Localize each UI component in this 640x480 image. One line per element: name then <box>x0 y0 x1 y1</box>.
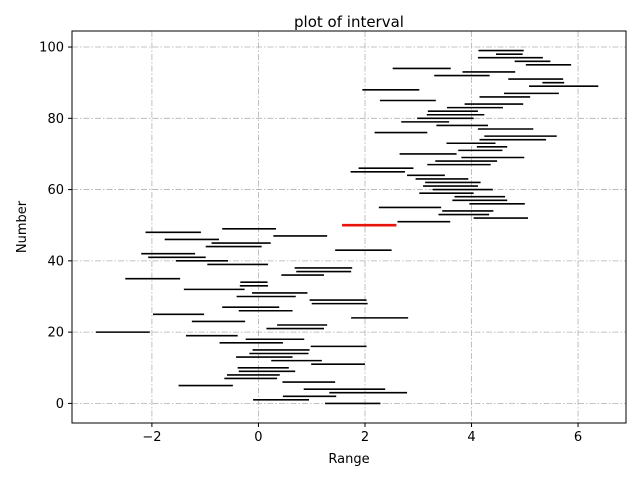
x-tick-label: 6 <box>574 430 582 445</box>
x-tick-label: −2 <box>142 430 161 445</box>
y-tick-label: 0 <box>56 397 64 412</box>
y-tick-label: 100 <box>39 41 64 56</box>
y-tick-label: 40 <box>47 254 64 269</box>
x-axis-label: Range <box>328 452 369 467</box>
y-axis-label: Number <box>15 200 30 253</box>
y-tick-label: 60 <box>47 183 64 198</box>
y-tick-label: 20 <box>47 326 64 341</box>
chart-title: plot of interval <box>294 13 404 31</box>
interval-series <box>95 49 599 405</box>
x-tick-label: 2 <box>361 430 369 445</box>
axes-frame <box>71 30 627 424</box>
x-tick-label: 4 <box>467 430 475 445</box>
y-tick-label: 80 <box>47 112 64 127</box>
x-tick-label: 0 <box>254 430 262 445</box>
